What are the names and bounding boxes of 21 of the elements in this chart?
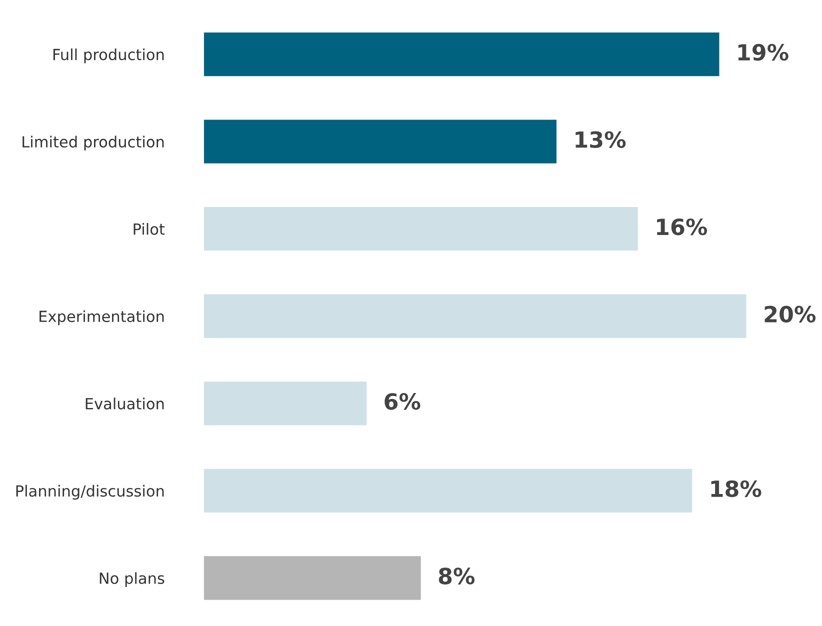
data-label: 8% [438, 568, 475, 584]
y-tick-label: Experimentation [40, 310, 164, 326]
data-label: 16% [657, 218, 708, 236]
y-tick-label: Evaluation [86, 398, 164, 410]
bar [204, 32, 720, 76]
data-label: 6% [384, 393, 420, 410]
y-tick-label: Pilot [134, 223, 165, 235]
y-tick-label: Full production [53, 48, 164, 64]
data-label: 19% [738, 44, 788, 61]
bar [204, 556, 421, 600]
y-tick-label: Planning/discussion [16, 484, 164, 500]
bar [204, 382, 367, 426]
data-label: 18% [711, 480, 762, 498]
data-label: 20% [764, 306, 816, 323]
bar [204, 468, 692, 513]
bar [204, 120, 556, 164]
y-tick-label: No plans [100, 572, 164, 587]
data-label: 13% [576, 131, 626, 148]
bar [204, 207, 638, 251]
bar [204, 294, 746, 338]
y-tick-label: Limited production [22, 136, 164, 151]
